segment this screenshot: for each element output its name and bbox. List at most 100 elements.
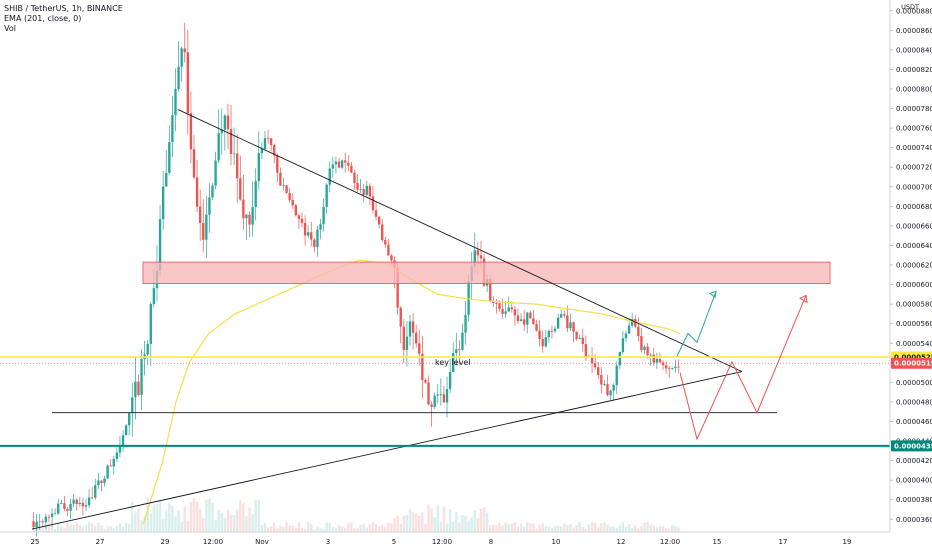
volume-bar xyxy=(612,526,615,532)
x-tick-label-3: 12:00 xyxy=(203,538,223,546)
volume-bar xyxy=(134,512,137,532)
volume-bar xyxy=(121,526,125,532)
volume-bar xyxy=(353,528,356,532)
candle-body xyxy=(408,321,412,337)
volume-bar xyxy=(559,526,563,532)
candle-body xyxy=(578,337,581,339)
volume-bar xyxy=(516,526,520,532)
volume-bar xyxy=(556,525,560,532)
volume-bar xyxy=(140,520,143,532)
volume-bar xyxy=(634,525,637,532)
volume-bar xyxy=(624,526,628,532)
volume-bar xyxy=(285,522,288,532)
bearish-scenario-arrow[interactable] xyxy=(679,295,807,441)
x-tick-label-1: 27 xyxy=(96,538,105,546)
volume-bar xyxy=(362,523,365,532)
x-tick-label-5: 3 xyxy=(326,538,330,546)
volume-bar xyxy=(90,523,94,532)
last-price-badge: 0.00005196 xyxy=(891,357,932,369)
y-tick-label-26: 0.00003600 xyxy=(896,516,932,524)
candle-body xyxy=(90,497,94,499)
candle-body xyxy=(390,255,393,261)
symbol-title[interactable]: SHIB / TetherUS, 1h, BINANCE xyxy=(4,4,123,13)
volume-bar xyxy=(84,524,88,532)
resistance-zone[interactable] xyxy=(142,261,831,285)
volume-bar xyxy=(541,523,544,532)
volume-bar xyxy=(205,499,208,532)
volume-bar xyxy=(164,510,168,532)
volume-bar xyxy=(303,528,307,532)
x-tick-label-14: 19 xyxy=(843,538,852,546)
volume-bar xyxy=(331,526,335,532)
x-tick-label-11: 12:00 xyxy=(660,538,680,546)
candle-body xyxy=(674,366,677,369)
volume-bar xyxy=(177,510,180,532)
candle-body xyxy=(158,219,162,272)
volume-bar xyxy=(198,508,202,532)
candle-body xyxy=(513,309,517,316)
volume-bar xyxy=(458,522,461,532)
candle-body xyxy=(177,66,180,90)
candle-body xyxy=(75,499,78,504)
price-axis[interactable] xyxy=(890,0,932,550)
candle-body xyxy=(439,394,443,396)
volume-bar xyxy=(658,526,662,532)
volume-bar xyxy=(522,526,526,532)
candle-body xyxy=(365,185,368,195)
candle-body xyxy=(202,223,205,240)
candle-body xyxy=(161,186,165,220)
candle-body xyxy=(630,319,634,326)
candle-body xyxy=(140,359,143,395)
x-tick-label-7: 12:00 xyxy=(432,538,452,546)
candle-body xyxy=(618,351,622,366)
descending-trendline[interactable] xyxy=(177,109,743,373)
volume-bar xyxy=(411,511,415,532)
candle-body xyxy=(489,279,492,301)
volume-bar xyxy=(297,522,301,532)
volume-bar xyxy=(414,513,418,532)
volume-bar xyxy=(53,528,57,532)
volume-bar xyxy=(350,522,353,532)
volume-bar xyxy=(501,525,504,532)
volume-bar xyxy=(269,526,273,532)
candle-body xyxy=(529,312,532,319)
candle-body xyxy=(535,323,538,331)
volume-bar xyxy=(646,522,649,532)
candle-body xyxy=(257,153,260,182)
bullish-scenario-arrow[interactable] xyxy=(676,291,717,357)
volume-bar xyxy=(313,529,316,532)
volume-bar xyxy=(569,524,572,532)
ascending-trendline[interactable] xyxy=(31,371,743,530)
volume-bar xyxy=(328,523,332,532)
candle-body xyxy=(297,215,301,219)
volume-indicator-label[interactable]: Vol xyxy=(4,24,16,33)
candle-body xyxy=(507,307,510,312)
candle-body xyxy=(547,330,551,338)
x-tick-label-9: 10 xyxy=(552,538,561,546)
volume-bar xyxy=(596,527,600,532)
volume-bar xyxy=(78,525,82,532)
candle-body xyxy=(593,363,597,368)
candle-body xyxy=(319,224,322,230)
volume-bar xyxy=(118,523,122,532)
volume-bar xyxy=(529,523,532,532)
volume-bar xyxy=(464,516,467,532)
ema-indicator-label[interactable]: EMA (201, close, 0) xyxy=(4,14,82,23)
volume-bar xyxy=(526,522,529,532)
candle-body xyxy=(359,189,362,190)
x-tick-label-8: 8 xyxy=(489,538,493,546)
volume-bar xyxy=(282,526,285,532)
volume-bar xyxy=(671,524,674,532)
volume-bar xyxy=(498,523,501,532)
volume-bar xyxy=(109,526,112,532)
volume-bar xyxy=(189,502,193,532)
candle-body xyxy=(306,232,310,236)
candle-body xyxy=(260,148,264,154)
candle-body xyxy=(198,206,202,224)
price-axis-unit: USDT xyxy=(901,3,919,11)
